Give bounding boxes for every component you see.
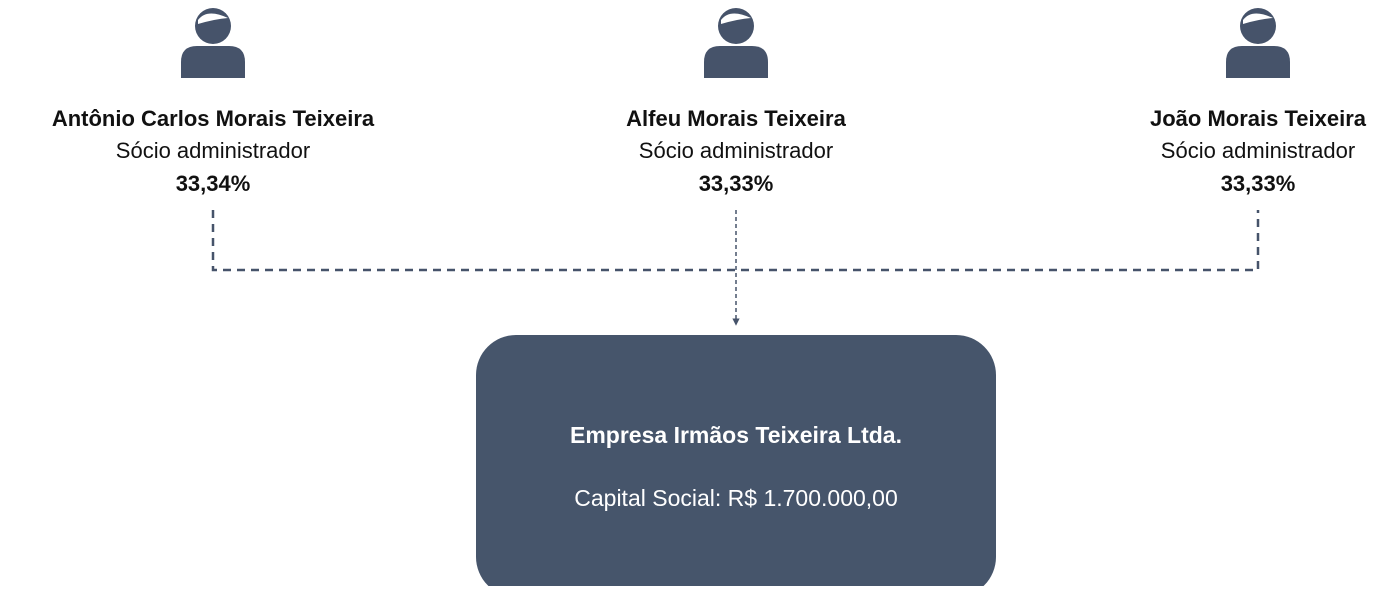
partner-role: Sócio administrador (116, 138, 310, 163)
company-capital: Capital Social: R$ 1.700.000,00 (574, 485, 898, 511)
partner-share: 33,33% (1221, 171, 1296, 196)
partner: Alfeu Morais Teixeira Sócio administrador… (626, 8, 847, 196)
partner-name: João Morais Teixeira (1150, 106, 1367, 131)
company-name: Empresa Irmãos Teixeira Ltda. (570, 422, 902, 448)
partners: Antônio Carlos Morais Teixeira Sócio admi… (52, 8, 1367, 196)
partner-share: 33,33% (699, 171, 774, 196)
person-icon (1226, 8, 1290, 78)
partner-role: Sócio administrador (1161, 138, 1355, 163)
partner-share: 33,34% (176, 171, 251, 196)
partner: Antônio Carlos Morais Teixeira Sócio admi… (52, 8, 375, 196)
partner-name: Alfeu Morais Teixeira (626, 106, 846, 131)
icon-hair (1243, 13, 1273, 24)
person-icon (704, 8, 768, 78)
icon-head (195, 8, 231, 44)
icon-head (718, 8, 754, 44)
icon-body (704, 46, 768, 78)
icon-hair (198, 13, 228, 24)
icon-body (1226, 46, 1290, 78)
partner-role: Sócio administrador (639, 138, 833, 163)
partner-name: Antônio Carlos Morais Teixeira (52, 106, 375, 131)
company-box (476, 335, 996, 591)
partner: João Morais Teixeira Sócio administrador 3… (1150, 8, 1367, 196)
person-icon (181, 8, 245, 78)
icon-head (1240, 8, 1276, 44)
icon-hair (721, 13, 751, 24)
connector-line (211, 210, 1260, 272)
icon-body (181, 46, 245, 78)
